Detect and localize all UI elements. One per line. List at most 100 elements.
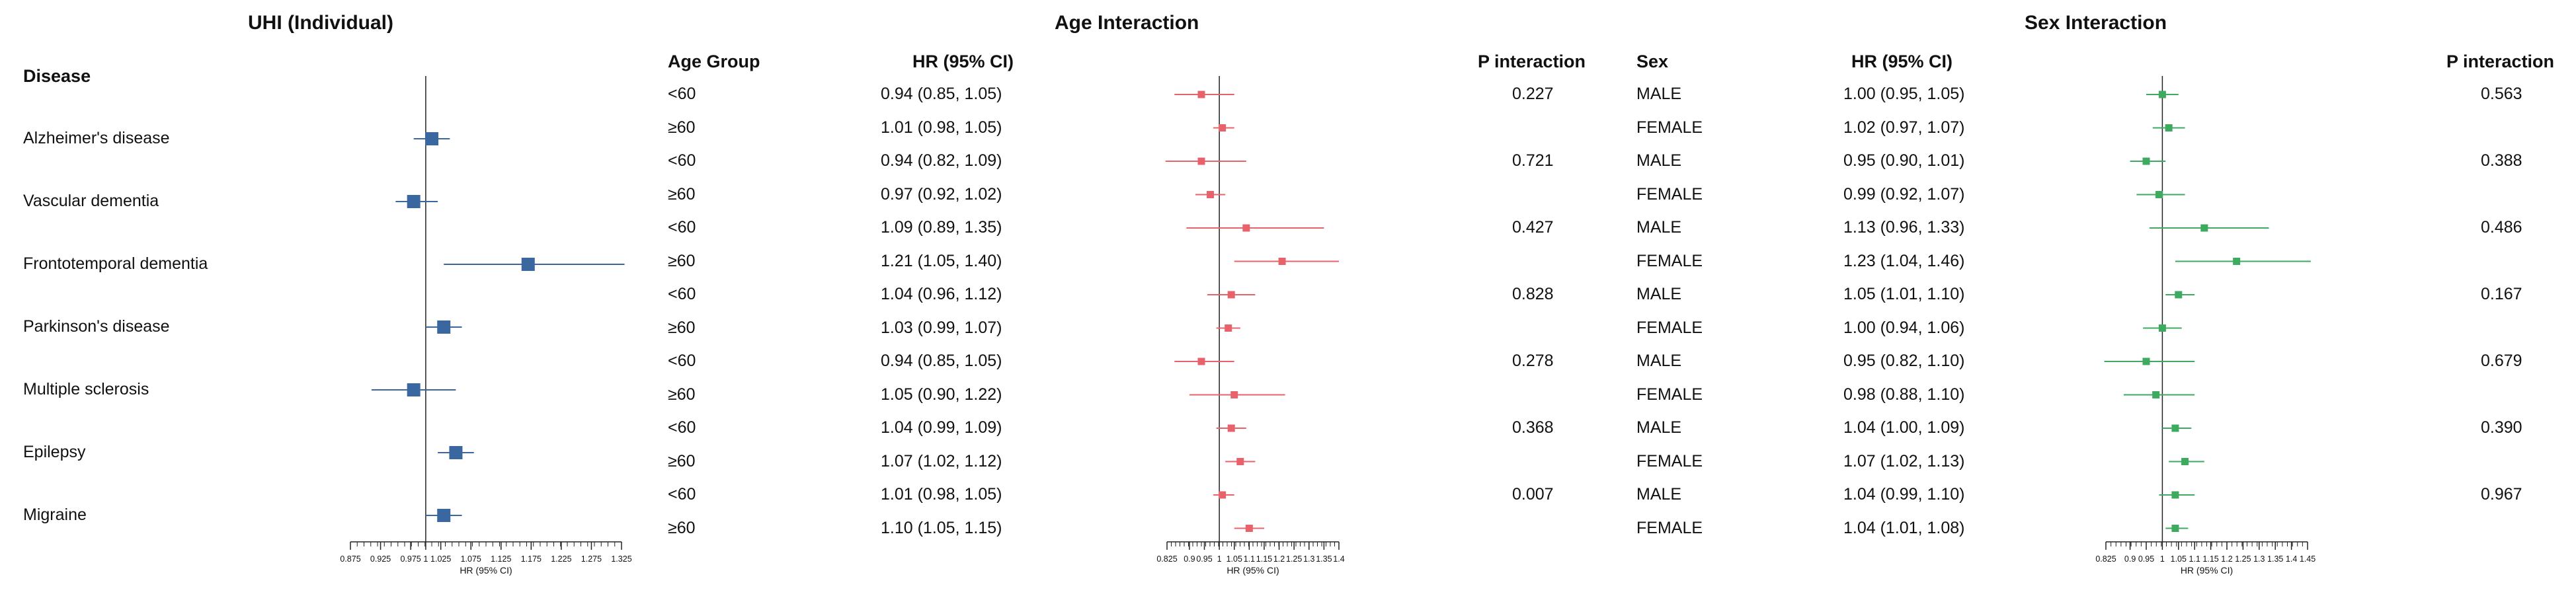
uhi-point-estimate — [437, 509, 451, 522]
sex-p-interaction: 0.967 — [2481, 485, 2522, 504]
sex-group-label: MALE — [1636, 352, 1682, 370]
sex-point-estimate — [2181, 458, 2189, 465]
sex-panel-title: Sex Interaction — [2025, 12, 2167, 34]
uhi-tick-label: 1.075 — [461, 554, 481, 564]
uhi-point-estimate — [407, 383, 421, 396]
disease-label: Epilepsy — [23, 443, 86, 461]
age-group-label: <60 — [668, 218, 696, 237]
sex-tick-label: 1.1 — [2189, 554, 2200, 564]
sex-point-estimate — [2142, 357, 2150, 365]
age-p-interaction: 0.828 — [1512, 285, 1554, 303]
sex-hr-header: HR (95% CI) — [1851, 52, 1953, 71]
age-hr-ci-text: 1.10 (1.05, 1.15) — [881, 518, 1002, 537]
age-hr-ci-text: 0.94 (0.85, 1.05) — [881, 85, 1002, 103]
uhi-tick-label: 0.875 — [340, 554, 360, 564]
uhi-tick-label: 1.125 — [491, 554, 511, 564]
uhi-tick-label: 0.975 — [400, 554, 421, 564]
sex-hr-ci-text: 1.02 (0.97, 1.07) — [1843, 118, 1965, 137]
age-group-label: <60 — [668, 352, 696, 370]
disease-label: Parkinson's disease — [23, 317, 170, 336]
uhi-point-estimate — [437, 320, 451, 334]
uhi-tick-label: 1.175 — [521, 554, 542, 564]
age-hr-ci-text: 0.94 (0.85, 1.05) — [881, 352, 1002, 370]
age-p-interaction: 0.427 — [1512, 218, 1554, 237]
sex-hr-ci-text: 0.99 (0.92, 1.07) — [1843, 184, 1965, 204]
uhi-point-estimate — [425, 132, 438, 145]
sex-p-interaction: 0.390 — [2481, 418, 2522, 437]
uhi-point-estimate — [407, 195, 421, 208]
age-group-label: ≥60 — [668, 184, 696, 204]
sex-point-estimate — [2158, 91, 2166, 98]
sex-hr-ci-text: 1.04 (0.99, 1.10) — [1843, 485, 1965, 504]
sex-p-interaction: 0.388 — [2481, 151, 2522, 170]
age-point-estimate — [1245, 525, 1253, 532]
sex-point-estimate — [2165, 124, 2173, 131]
age-point-estimate — [1242, 224, 1250, 232]
sex-point-estimate — [2158, 324, 2166, 332]
sex-group-label: FEMALE — [1636, 184, 1703, 204]
age-tick-label: 1.25 — [1286, 554, 1302, 564]
uhi-tick-label: 0.925 — [370, 554, 391, 564]
age-tick-label: 0.95 — [1196, 554, 1212, 564]
sex-group-label: FEMALE — [1636, 451, 1703, 470]
sex-hr-ci-text: 1.05 (1.01, 1.10) — [1843, 285, 1965, 303]
uhi-x-axis-label: HR (95% CI) — [460, 565, 512, 576]
age-point-estimate — [1236, 458, 1244, 465]
sex-hr-ci-text: 1.23 (1.04, 1.46) — [1843, 251, 1965, 270]
sex-group-label: FEMALE — [1636, 118, 1703, 137]
sex-tick-label: 1.15 — [2202, 554, 2218, 564]
disease-label: Migraine — [23, 506, 87, 524]
age-point-estimate — [1230, 391, 1238, 398]
age-hr-ci-text: 0.94 (0.82, 1.09) — [881, 151, 1002, 170]
sex-p-interaction: 0.486 — [2481, 218, 2522, 237]
sex-group-label: MALE — [1636, 285, 1682, 303]
sex-p-header: P interaction — [2446, 52, 2555, 71]
age-point-estimate — [1225, 324, 1232, 332]
sex-hr-ci-text: 0.95 (0.82, 1.10) — [1843, 352, 1965, 370]
sex-hr-ci-text: 0.98 (0.88, 1.10) — [1843, 385, 1965, 404]
age-group-label: ≥60 — [668, 251, 696, 270]
sex-x-axis-label: HR (95% CI) — [2181, 565, 2233, 576]
age-hr-ci-text: 1.03 (0.99, 1.07) — [881, 318, 1002, 337]
sex-tick-label: 1.4 — [2286, 554, 2297, 564]
age-p-interaction: 0.278 — [1512, 352, 1554, 370]
sex-group-label: FEMALE — [1636, 518, 1703, 537]
age-point-estimate — [1197, 357, 1205, 365]
age-p-interaction: 0.227 — [1512, 85, 1554, 103]
age-tick-label: 1 — [1217, 554, 1222, 564]
sex-point-estimate — [2171, 424, 2179, 432]
uhi-tick-label: 1.025 — [430, 554, 451, 564]
age-group-label: <60 — [668, 151, 696, 170]
age-hr-ci-text: 1.01 (0.98, 1.05) — [881, 118, 1002, 137]
age-group-header: Age Group — [668, 52, 760, 71]
age-tick-label: 1.35 — [1316, 554, 1332, 564]
age-group-label: ≥60 — [668, 118, 696, 137]
sex-hr-ci-text: 1.00 (0.95, 1.05) — [1843, 85, 1965, 103]
disease-label: Vascular dementia — [23, 192, 159, 210]
age-point-estimate — [1219, 491, 1227, 499]
disease-label: Frontotemporal dementia — [23, 254, 208, 273]
age-point-estimate — [1207, 191, 1215, 198]
uhi-panel-title: UHI (Individual) — [248, 12, 393, 34]
uhi-tick-label: 1.225 — [551, 554, 571, 564]
age-group-label: ≥60 — [668, 385, 696, 404]
age-point-estimate — [1219, 124, 1227, 131]
sex-group-label: MALE — [1636, 151, 1682, 170]
age-hr-ci-text: 1.01 (0.98, 1.05) — [881, 485, 1002, 504]
sex-tick-label: 1.25 — [2235, 554, 2251, 564]
sex-group-label: MALE — [1636, 418, 1682, 437]
age-p-interaction: 0.007 — [1512, 485, 1554, 504]
uhi-point-estimate — [521, 258, 535, 271]
age-group-label: <60 — [668, 418, 696, 437]
age-hr-ci-text: 1.05 (0.90, 1.22) — [881, 385, 1002, 404]
sex-tick-label: 1.2 — [2221, 554, 2232, 564]
sex-p-interaction: 0.563 — [2481, 85, 2522, 103]
age-tick-label: 1.1 — [1244, 554, 1255, 564]
sex-tick-label: 1.35 — [2267, 554, 2283, 564]
sex-header: Sex — [1636, 52, 1669, 71]
sex-hr-ci-text: 1.00 (0.94, 1.06) — [1843, 318, 1965, 337]
sex-tick-label: 1.3 — [2253, 554, 2265, 564]
age-hr-ci-text: 1.04 (0.99, 1.09) — [881, 418, 1002, 437]
age-x-axis-label: HR (95% CI) — [1227, 565, 1279, 576]
